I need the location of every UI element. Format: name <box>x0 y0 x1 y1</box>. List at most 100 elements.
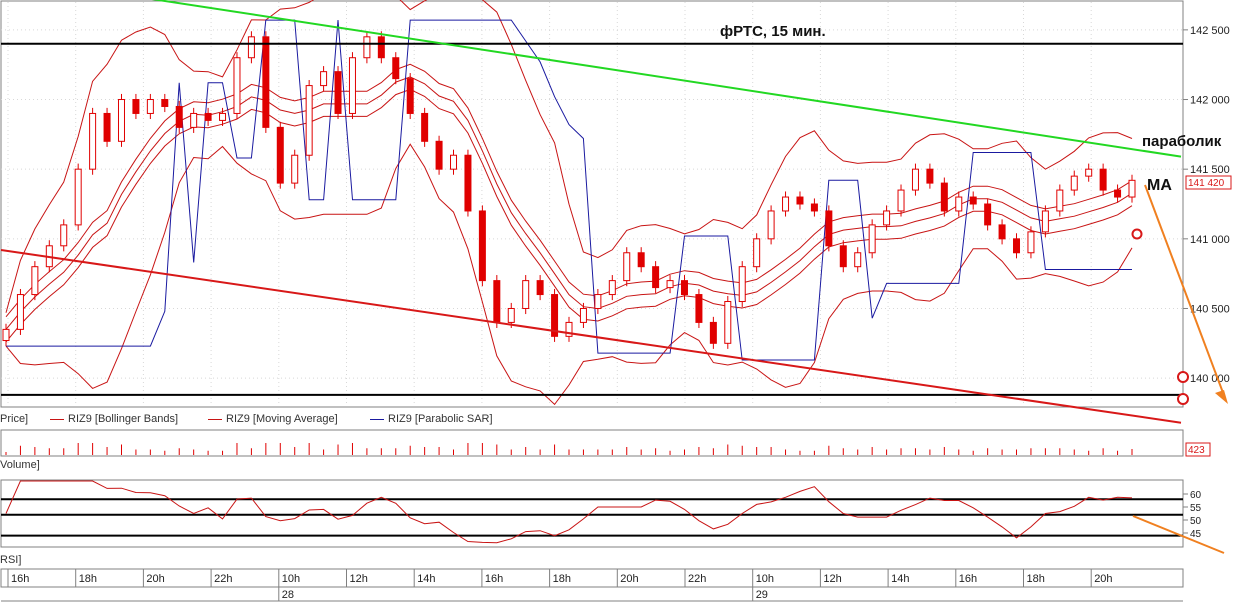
candle-body <box>89 112 97 170</box>
candle-body <box>825 210 833 247</box>
time-tick-label: 12h <box>823 573 841 585</box>
parabolic-annotation: параболик <box>1142 133 1222 150</box>
price-tick-label: 141 000 <box>1190 234 1230 246</box>
time-tick-label: 20h <box>620 573 638 585</box>
price-tick-label: 142 000 <box>1190 95 1230 107</box>
time-tick-label: 14h <box>891 573 909 585</box>
legend: Price] RIZ9 [Bollinger Bands] RIZ9 [Movi… <box>0 411 1183 428</box>
price-grid <box>1 2 1183 406</box>
candle-body <box>680 280 688 296</box>
forecast-arrow-icon <box>1132 184 1228 554</box>
volume-value-box <box>1185 442 1211 457</box>
candle-body <box>709 321 717 344</box>
chart-title: фРТС, 15 мин. <box>720 23 826 40</box>
candle-body <box>608 280 616 296</box>
candle-body <box>984 203 992 226</box>
support-resistance-lines <box>0 0 1183 424</box>
candle-body <box>969 196 977 205</box>
parabolic-sar <box>6 19 1132 361</box>
legend-price: Price] <box>0 413 29 425</box>
candle-body <box>1085 168 1093 177</box>
candle-body <box>1099 168 1107 191</box>
support-circle-icon <box>1177 393 1189 405</box>
candle-body <box>219 112 227 121</box>
time-tick-label: 16h <box>11 573 29 585</box>
candle-body <box>74 168 82 226</box>
volume-bars <box>5 443 1133 455</box>
candle-body <box>31 266 39 296</box>
candle-body <box>955 196 963 212</box>
time-tick-label: 16h <box>959 573 977 585</box>
candle-body <box>334 71 342 114</box>
rsi-path <box>5 480 1133 544</box>
candle-body <box>320 71 328 87</box>
legend-bollinger[interactable]: RIZ9 [Bollinger Bands] <box>50 413 178 425</box>
candle-body <box>782 196 790 212</box>
candle-body <box>291 154 299 184</box>
candle-body <box>1041 210 1049 233</box>
candle-body <box>406 78 414 114</box>
rsi-label: RSI] <box>0 554 22 566</box>
candle-body <box>868 224 876 254</box>
candle-body <box>536 280 544 296</box>
candle-body <box>161 99 169 107</box>
candle-body <box>695 294 703 323</box>
legend-moving-average[interactable]: RIZ9 [Moving Average] <box>208 413 338 425</box>
candle-body <box>190 112 198 128</box>
candle-body <box>854 252 862 268</box>
candle-body <box>998 224 1006 240</box>
volume-last-value: 423 <box>1188 445 1205 456</box>
candle-body <box>348 57 356 114</box>
candle-body <box>753 238 761 268</box>
ma-target-circle-icon <box>1131 228 1143 240</box>
time-tick-label: 22h <box>214 573 232 585</box>
candle-body <box>478 210 486 282</box>
candle-body <box>666 280 674 289</box>
candle-body <box>204 112 212 121</box>
candles <box>2 31 1136 349</box>
candle-body <box>1056 189 1064 212</box>
candle-body <box>839 245 847 268</box>
price-tick-label: 140 500 <box>1190 303 1230 315</box>
time-tick-label: 20h <box>1094 573 1112 585</box>
candle-body <box>652 266 660 289</box>
time-tick-label: 12h <box>350 573 368 585</box>
candle-body <box>117 99 125 142</box>
candle-body <box>262 36 270 128</box>
rsi-line: 60 55 50 45 <box>1 480 1202 544</box>
time-tick-label: 20h <box>146 573 164 585</box>
candle-body <box>2 328 10 342</box>
candle-body <box>16 294 24 330</box>
candle-body <box>897 189 905 212</box>
price-tick-label: 141 500 <box>1190 164 1230 176</box>
candle-body <box>623 252 631 282</box>
time-tick-label: 18h <box>79 573 97 585</box>
day-tick-label: 29 <box>756 589 768 601</box>
price-axis: 142 500 142 000 141 500 141 000 140 500 140 0… <box>1183 25 1230 385</box>
candle-body <box>724 301 732 344</box>
candle-body <box>551 294 559 337</box>
candle-body <box>305 85 313 156</box>
price-tick-label: 142 500 <box>1190 25 1230 37</box>
legend-parabolic-sar[interactable]: RIZ9 [Parabolic SAR] <box>370 413 493 425</box>
candle-body <box>435 140 443 170</box>
candle-body <box>883 210 891 226</box>
candle-body <box>60 224 68 247</box>
candle-body <box>565 321 573 337</box>
time-tick-label: 10h <box>282 573 300 585</box>
candle-body <box>233 57 241 114</box>
bollinger-lower <box>5 143 1133 406</box>
rsi-tick-label: 60 <box>1190 490 1202 501</box>
candle-body <box>810 203 818 212</box>
day-tick-label: 28 <box>282 589 294 601</box>
time-tick-label: 10h <box>756 573 774 585</box>
candle-body <box>132 99 140 114</box>
level-circle-icon <box>1177 371 1189 383</box>
ma-annotation: MA <box>1147 177 1172 194</box>
candle-body <box>637 252 645 268</box>
candle-body <box>522 280 530 309</box>
resistance-trendline <box>151 0 1182 158</box>
time-tick-label: 22h <box>688 573 706 585</box>
